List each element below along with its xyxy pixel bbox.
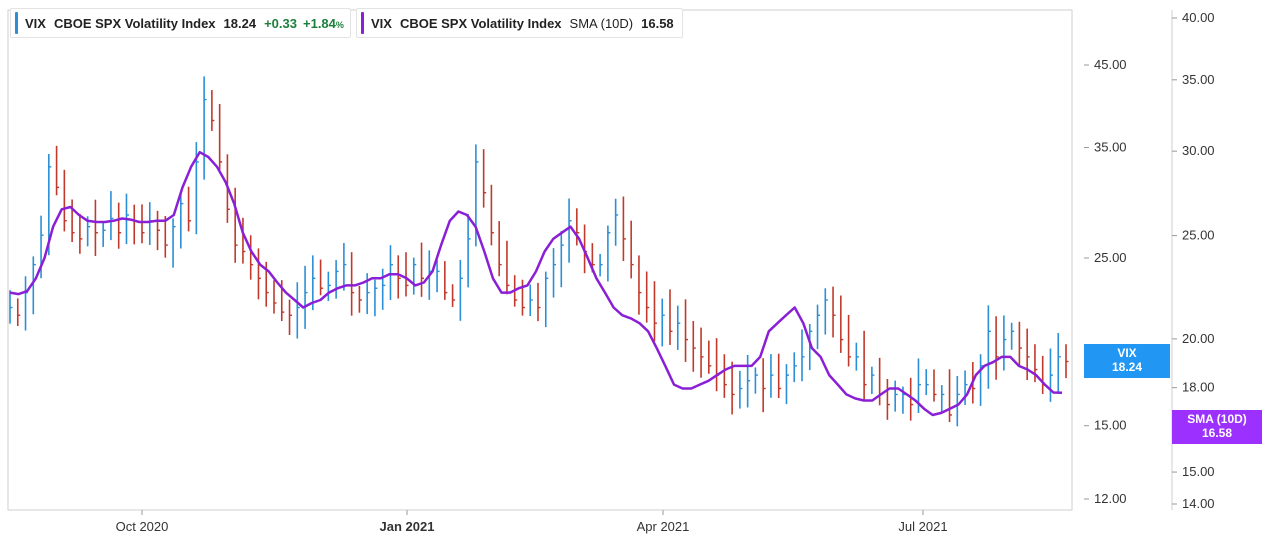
legend-main-symbol: VIX [25,15,46,31]
legend-sma-swatch [361,12,364,34]
y-left-tick-label: 12.00 [1094,491,1127,506]
y-right-tick-label: 35.00 [1182,72,1215,87]
x-tick-label: Apr 2021 [637,519,690,534]
y-left-tick-label: 25.00 [1094,250,1127,265]
legend-sma[interactable]: VIX CBOE SPX Volatility Index SMA (10D) … [356,8,683,38]
y-left-tick-label: 35.00 [1094,140,1127,155]
sma-tag-title: SMA (10D) [1187,412,1247,426]
sma-tag-value: 16.58 [1201,426,1233,440]
price-bars [9,76,1069,427]
vix-tag-value: 18.24 [1111,360,1143,374]
x-axis: Oct 2020 Jan 2021 Apr 2021 Jul 2021 [116,510,948,534]
legend-main-last: 18.24 [223,15,257,31]
y-left-tick-label: 15.00 [1094,418,1127,433]
legend-main[interactable]: VIX CBOE SPX Volatility Index 18.24 +0.3… [10,8,351,38]
legend-sma-name: CBOE SPX Volatility Index [399,15,562,31]
vix-price-tag: VIX 18.24 [1084,344,1170,378]
legend-main-name: CBOE SPX Volatility Index [53,15,216,31]
sma-price-tag: SMA (10D) 16.58 [1172,410,1262,444]
y-right-tick-label: 40.00 [1182,10,1215,25]
legend-sma-label: SMA (10D) [569,15,634,31]
y-axis-right: 40.00 35.00 30.00 25.00 20.00 18.00 15.00 14.00 [1172,10,1215,511]
y-left-tick-label: 45.00 [1094,57,1127,72]
legend-main-swatch [15,12,18,34]
vix-tag-title: VIX [1117,346,1137,360]
legend-sma-value: 16.58 [641,15,674,31]
x-tick-label: Oct 2020 [116,519,169,534]
y-right-tick-label: 15.00 [1182,464,1215,479]
y-right-tick-label: 25.00 [1182,228,1215,243]
y-right-tick-label: 20.00 [1182,331,1215,346]
legend-main-change-pct: +1.84% [303,15,344,31]
y-right-tick-label: 18.00 [1182,380,1215,395]
x-tick-label: Jul 2021 [898,519,947,534]
legend-sma-symbol: VIX [371,15,392,31]
y-right-tick-label: 30.00 [1182,143,1215,158]
sma-line [9,150,1063,417]
x-tick-label: Jan 2021 [380,519,435,534]
y-axis-left: 45.00 35.00 25.00 15.00 12.00 [1084,57,1127,506]
y-right-tick-label: 14.00 [1182,496,1215,511]
legend-main-change: +0.33 [264,15,297,31]
